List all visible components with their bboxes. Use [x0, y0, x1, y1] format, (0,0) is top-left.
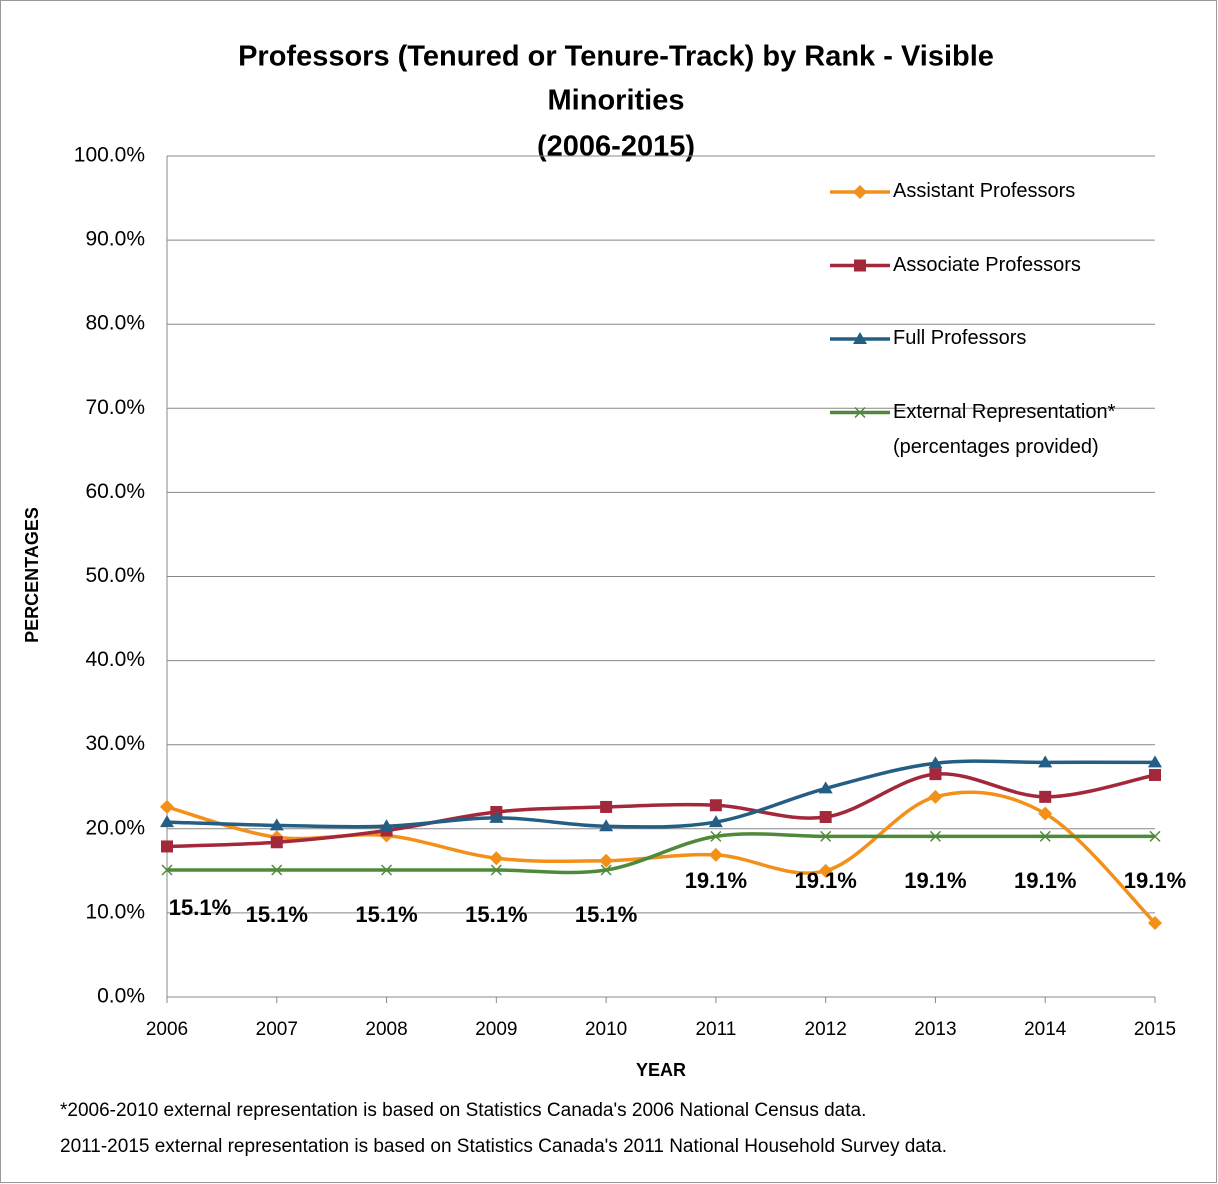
series-line	[167, 832, 1155, 875]
marker	[1149, 830, 1161, 842]
marker	[379, 819, 394, 832]
marker	[1039, 830, 1051, 842]
series	[160, 755, 1162, 832]
data-label: 19.1%	[685, 868, 747, 893]
marker	[928, 789, 943, 804]
marker	[708, 847, 723, 862]
x-tick-label: 2014	[1024, 1019, 1067, 1040]
x-tick-label: 2009	[475, 1019, 517, 1040]
y-tick-label: 60.0%	[85, 480, 145, 503]
marker	[1038, 755, 1053, 768]
series	[161, 830, 1161, 876]
data-label: 19.1%	[794, 868, 856, 893]
legend-label: Associate Professors	[893, 253, 1081, 276]
marker	[599, 853, 614, 868]
chart-title: Minorities	[548, 85, 685, 117]
marker	[270, 836, 283, 849]
marker	[489, 851, 504, 866]
marker	[929, 830, 941, 842]
x-tick-label: 2011	[695, 1019, 736, 1040]
x-tick-label: 2007	[256, 1019, 298, 1040]
data-label: 15.1%	[246, 902, 308, 927]
marker	[161, 864, 173, 876]
x-tick-label: 2015	[1134, 1019, 1176, 1040]
y-tick-label: 90.0%	[85, 228, 145, 251]
marker	[853, 332, 867, 344]
chart-title: Professors (Tenured or Tenure-Track) by …	[238, 41, 994, 73]
marker	[381, 864, 393, 876]
y-tick-label: 100.0%	[74, 144, 145, 167]
legend-label: Full Professors	[893, 327, 1027, 349]
marker	[708, 815, 723, 828]
marker	[269, 818, 284, 831]
marker	[600, 800, 613, 813]
x-tick-label: 2006	[146, 1019, 188, 1040]
x-tick-label: 2010	[585, 1019, 627, 1040]
x-axis-title: YEAR	[636, 1060, 686, 1080]
marker	[929, 768, 942, 781]
marker	[599, 819, 614, 832]
x-tick-label: 2013	[914, 1019, 956, 1040]
marker	[160, 815, 174, 828]
y-tick-label: 10.0%	[85, 900, 145, 923]
marker	[161, 840, 173, 853]
footnote: 2011-2015 external representation is bas…	[60, 1136, 947, 1157]
series-line	[166, 759, 1156, 829]
y-tick-label: 40.0%	[85, 648, 145, 671]
marker	[854, 406, 866, 419]
marker	[853, 185, 867, 199]
chart-title: (2006-2015)	[537, 131, 695, 163]
y-tick-label: 80.0%	[85, 312, 145, 335]
legend-label: Assistant Professors	[893, 180, 1076, 202]
marker	[489, 810, 504, 823]
marker	[854, 259, 866, 272]
y-tick-label: 30.0%	[85, 732, 145, 755]
y-axis-title: PERCENTAGES	[22, 507, 42, 643]
marker	[1148, 755, 1162, 768]
marker	[160, 799, 174, 814]
data-label: 15.1%	[465, 902, 527, 927]
marker	[1148, 915, 1162, 930]
marker	[490, 864, 502, 876]
data-label: 19.1%	[1124, 868, 1186, 893]
marker	[271, 864, 283, 876]
marker	[819, 811, 832, 824]
y-tick-label: 20.0%	[85, 816, 145, 839]
data-label: 19.1%	[1014, 868, 1076, 893]
marker	[1039, 790, 1052, 803]
marker	[710, 830, 722, 842]
data-label: 15.1%	[169, 895, 231, 920]
data-label: 15.1%	[575, 902, 637, 927]
marker	[820, 830, 832, 842]
legend-label: External Representation* (percentages pr…	[893, 400, 1116, 458]
y-tick-label: 0.0%	[97, 985, 145, 1008]
series-line	[166, 772, 1156, 849]
marker	[709, 799, 722, 812]
x-tick-label: 2008	[365, 1019, 407, 1040]
x-tick-label: 2012	[805, 1019, 847, 1040]
marker	[600, 864, 612, 876]
data-label: 19.1%	[904, 868, 966, 893]
y-tick-label: 70.0%	[85, 396, 145, 419]
marker	[818, 781, 833, 794]
marker	[928, 756, 943, 769]
marker	[1149, 768, 1161, 781]
marker	[1038, 806, 1053, 821]
data-label: 15.1%	[355, 902, 417, 927]
marker	[818, 863, 833, 878]
y-tick-label: 50.0%	[85, 564, 145, 587]
footnote: *2006-2010 external representation is ba…	[60, 1100, 866, 1121]
